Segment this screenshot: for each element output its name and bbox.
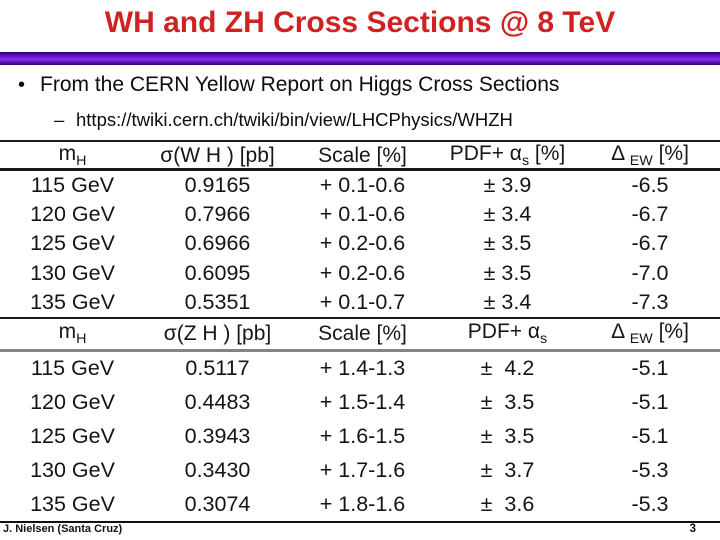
bullet-marker: •	[18, 74, 26, 96]
cell-ew: -5.1	[631, 390, 669, 415]
sub-bullet-item: – https://twiki.cern.ch/twiki/bin/view/L…	[54, 108, 714, 132]
cell-mass: 120 GeV	[30, 390, 115, 415]
cell-sigma: 0.5117	[185, 356, 250, 381]
cell-mass: 130 GeV	[30, 457, 115, 482]
cell-scale: + 0.2-0.6	[319, 231, 406, 256]
cell-pdf: ± 3.5	[480, 423, 535, 448]
table-row: 115 GeV 0.9165 + 0.1-0.6 ± 3.9 -6.5	[0, 171, 720, 200]
cell-pdf: ± 3.5	[483, 231, 532, 256]
cell-ew: -5.1	[631, 356, 669, 381]
wh-table-body: 115 GeV 0.9165 + 0.1-0.6 ± 3.9 -6.5 120 …	[0, 171, 720, 317]
cell-ew: -7.3	[631, 289, 669, 314]
cell-mass: 125 GeV	[30, 423, 115, 448]
cell-ew: -6.5	[631, 173, 669, 198]
footer-page-number: 3	[689, 523, 696, 535]
table-rule	[0, 348, 720, 352]
slide-title: WH and ZH Cross Sections @ 8 TeV	[104, 6, 616, 39]
zh-header-ew: Δ EW [%]	[611, 320, 689, 348]
cell-pdf: ± 3.6	[480, 491, 535, 516]
table-row: 125 GeV 0.3943 + 1.6-1.5 ± 3.5 -5.1	[0, 420, 720, 454]
footer-author: J. Nielsen (Santa Cruz)	[3, 523, 123, 535]
table-row: 120 GeV 0.4483 + 1.5-1.4 ± 3.5 -5.1	[0, 386, 720, 420]
zh-header-scale: Scale [%]	[318, 321, 407, 345]
cell-mass: 135 GeV	[30, 491, 115, 516]
cell-scale: + 0.1-0.6	[319, 173, 406, 198]
cell-scale: + 0.1-0.7	[319, 289, 406, 314]
cell-pdf: ± 3.5	[480, 390, 535, 415]
wh-header-mass: mH	[58, 142, 87, 170]
cell-scale: + 1.5-1.4	[319, 390, 406, 415]
cell-ew: -5.3	[631, 457, 669, 482]
cell-ew: -5.3	[631, 491, 669, 516]
cell-scale: + 1.4-1.3	[319, 356, 406, 381]
cell-mass: 120 GeV	[30, 202, 115, 227]
zh-table-header-row: mH σ(Z H ) [pb] Scale [%] PDF+ αs Δ EW […	[0, 319, 720, 349]
title-divider-bar	[0, 52, 720, 65]
cell-mass: 115 GeV	[30, 173, 115, 198]
cross-section-tables: mH σ(W H ) [pb] Scale [%] PDF+ αs [%] Δ …	[0, 140, 720, 523]
bullet-item: • From the CERN Yellow Report on Higgs C…	[18, 72, 708, 98]
cell-ew: -5.1	[631, 423, 669, 448]
wh-header-ew: Δ EW [%]	[611, 142, 689, 170]
wh-header-pdf: PDF+ αs [%]	[449, 142, 566, 170]
footer-rule	[0, 520, 720, 523]
cell-pdf: ± 3.4	[483, 289, 532, 314]
table-row: 130 GeV 0.3430 + 1.7-1.6 ± 3.7 -5.3	[0, 453, 720, 487]
zh-header-pdf: PDF+ αs	[467, 320, 548, 348]
table-row: 135 GeV 0.5351 + 0.1-0.7 ± 3.4 -7.3	[0, 288, 720, 317]
cell-ew: -7.0	[631, 260, 669, 285]
table-row: 130 GeV 0.6095 + 0.2-0.6 ± 3.5 -7.0	[0, 259, 720, 288]
cell-mass: 125 GeV	[30, 231, 115, 256]
wh-header-sigma: σ(W H ) [pb]	[160, 143, 275, 167]
cell-pdf: ± 3.7	[480, 457, 535, 482]
cell-ew: -6.7	[631, 231, 669, 256]
cell-mass: 135 GeV	[30, 289, 115, 314]
wh-header-scale: Scale [%]	[318, 143, 407, 167]
cell-sigma: 0.9165	[184, 173, 251, 198]
cell-sigma: 0.6095	[184, 260, 251, 285]
cell-sigma: 0.3943	[184, 423, 251, 448]
cell-ew: -6.7	[631, 202, 669, 227]
cell-mass: 130 GeV	[30, 260, 115, 285]
cell-scale: + 1.7-1.6	[319, 457, 406, 482]
cell-mass: 115 GeV	[30, 356, 115, 381]
cell-sigma: 0.7966	[184, 202, 251, 227]
table-row: 125 GeV 0.6966 + 0.2-0.6 ± 3.5 -6.7	[0, 229, 720, 258]
cell-sigma: 0.6966	[184, 231, 251, 256]
sub-bullet-marker: –	[54, 109, 65, 130]
table-rule	[0, 168, 720, 171]
cell-sigma: 0.3074	[184, 491, 251, 516]
cell-sigma: 0.5351	[184, 289, 251, 314]
cell-pdf: ± 3.9	[483, 173, 532, 198]
cell-scale: + 1.8-1.6	[319, 491, 406, 516]
table-row: 115 GeV 0.5117 + 1.4-1.3 ± 4.2 -5.1	[0, 352, 720, 386]
cell-sigma: 0.4483	[184, 390, 251, 415]
sub-bullet-url: https://twiki.cern.ch/twiki/bin/view/LHC…	[76, 109, 513, 130]
zh-header-mass: mH	[58, 320, 87, 348]
cell-scale: + 0.1-0.6	[319, 202, 406, 227]
cell-scale: + 1.6-1.5	[319, 423, 406, 448]
bullet-text: From the CERN Yellow Report on Higgs Cro…	[40, 73, 560, 96]
zh-header-sigma: σ(Z H ) [pb]	[163, 321, 272, 345]
zh-table-body: 115 GeV 0.5117 + 1.4-1.3 ± 4.2 -5.1 120 …	[0, 352, 720, 521]
cell-pdf: ± 3.5	[483, 260, 532, 285]
table-rule-top	[0, 140, 720, 142]
table-row: 120 GeV 0.7966 + 0.1-0.6 ± 3.4 -6.7	[0, 200, 720, 229]
table-rule	[0, 316, 720, 319]
table-row: 135 GeV 0.3074 + 1.8-1.6 ± 3.6 -5.3	[0, 487, 720, 521]
cell-pdf: ± 4.2	[480, 356, 535, 381]
wh-table-header-row: mH σ(W H ) [pb] Scale [%] PDF+ αs [%] Δ …	[0, 142, 720, 170]
cell-pdf: ± 3.4	[483, 202, 532, 227]
cell-scale: + 0.2-0.6	[319, 260, 406, 285]
cell-sigma: 0.3430	[184, 457, 251, 482]
